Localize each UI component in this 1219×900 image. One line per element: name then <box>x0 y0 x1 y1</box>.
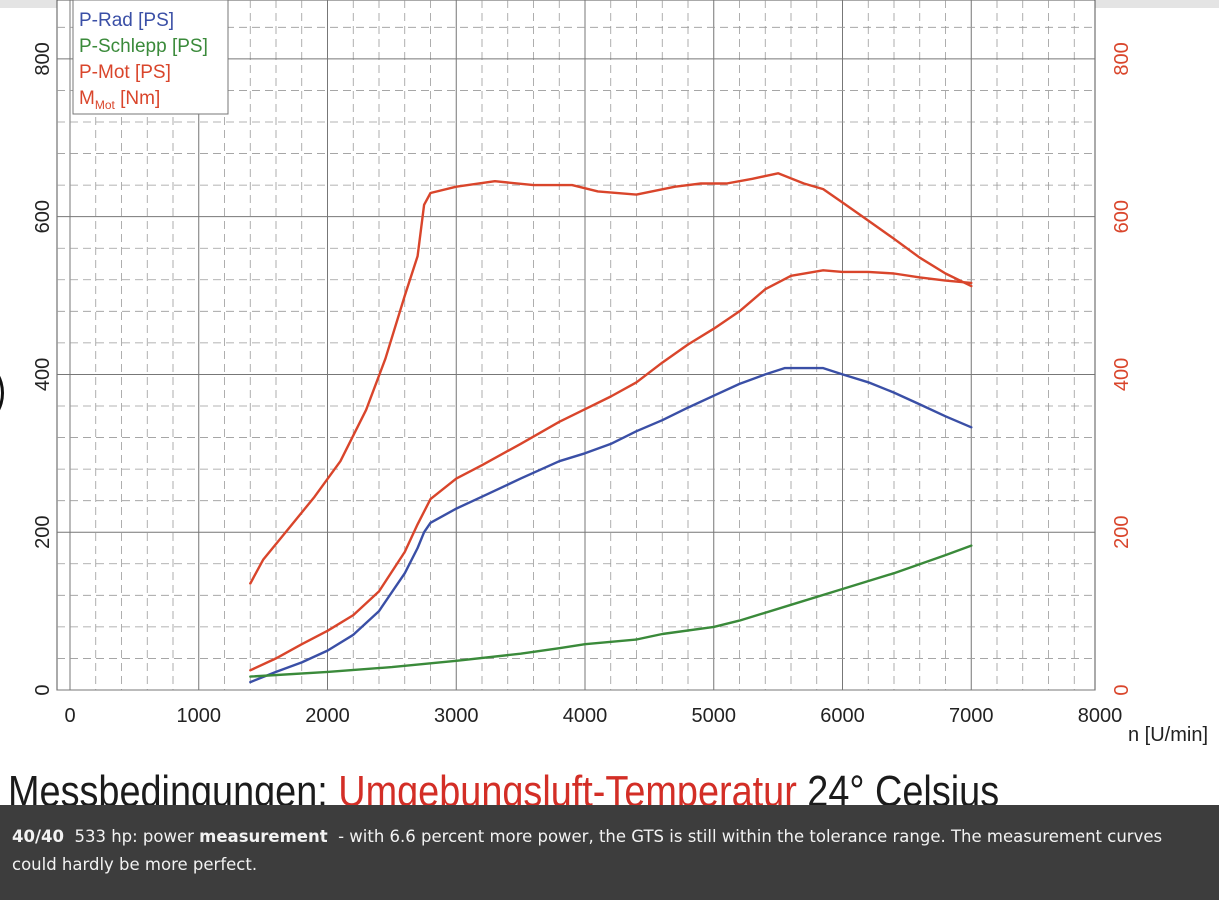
heading-ambient-temperature: Umgebungsluft-Temperatur <box>338 767 797 806</box>
caption-counter: 40/40 <box>12 827 64 846</box>
heading-temperature-value: 24° Celsius <box>796 767 1000 806</box>
series-line <box>249 544 973 678</box>
y-tick-label-left: 0 <box>32 684 54 695</box>
y-tick-label-left: 400 <box>32 358 54 391</box>
x-axis-label: n [U/min] <box>1128 724 1208 746</box>
x-tick-label: 8000 <box>1078 705 1123 727</box>
x-tick-label: 4000 <box>563 705 608 727</box>
series-line <box>249 366 973 684</box>
x-tick-label: 2000 <box>305 705 350 727</box>
legend-entry: P-Schlepp [PS] <box>79 36 208 57</box>
legend-entry: MMot [Nm] <box>79 88 160 112</box>
y-tick-label-right: 400 <box>1111 358 1133 391</box>
series-line <box>249 172 973 585</box>
x-tick-label: 5000 <box>692 705 737 727</box>
y-tick-label-right: 600 <box>1111 200 1133 233</box>
measurement-conditions-heading: Messbedingungen: Umgebungsluft-Temperatu… <box>8 764 999 806</box>
heading-label: Messbedingungen: <box>8 767 339 806</box>
legend-box <box>72 0 229 115</box>
y-tick-label-right: 200 <box>1111 516 1133 549</box>
y-tick-label-left: 200 <box>32 516 54 549</box>
x-tick-label: 7000 <box>949 705 994 727</box>
caption-bold-text: measurement <box>199 827 328 846</box>
y-tick-label-left: 800 <box>32 42 54 75</box>
legend-entry: P-Rad [PS] <box>79 10 174 31</box>
y-tick-label-right: 0 <box>1111 684 1133 695</box>
caption-text-before: 533 hp: power <box>74 827 200 846</box>
x-tick-label: 3000 <box>434 705 479 727</box>
legend-entry: P-Mot [PS] <box>79 62 171 83</box>
photo-caption: 40/40 533 hp: power measurement - with 6… <box>0 805 1219 900</box>
x-tick-label: 0 <box>64 705 75 727</box>
y-tick-label-left: 600 <box>32 200 54 233</box>
series-line <box>249 269 973 672</box>
y-tick-label-right: 800 <box>1111 42 1133 75</box>
x-tick-label: 1000 <box>177 705 222 727</box>
caption-text-after: - with 6.6 percent more power, the GTS i… <box>12 827 1163 874</box>
x-tick-label: 6000 <box>820 705 865 727</box>
